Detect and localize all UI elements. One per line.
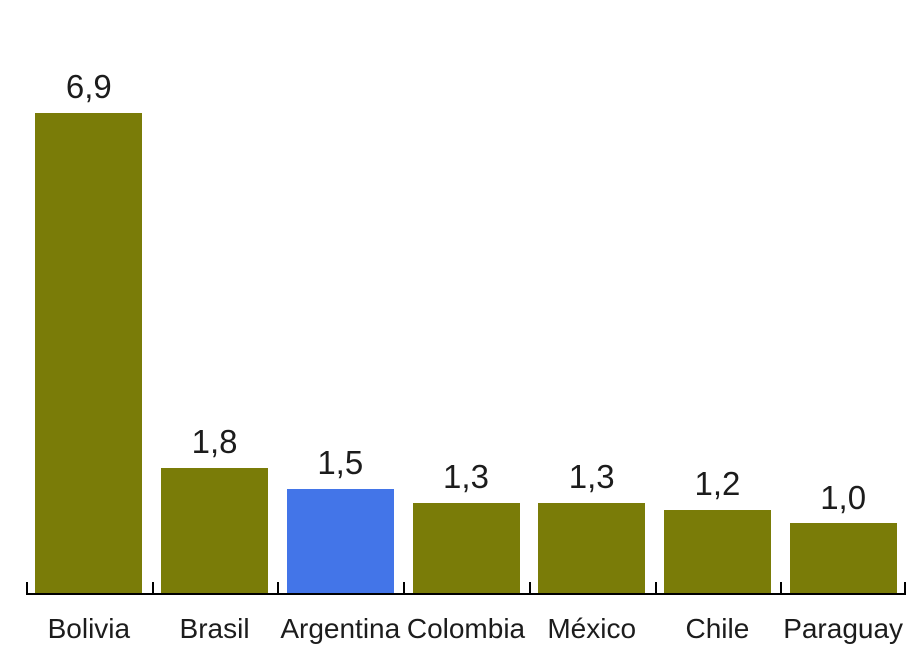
bar-brasil (161, 467, 269, 593)
x-axis-line (26, 593, 906, 595)
category-label: México (547, 613, 637, 644)
axis-tick (277, 582, 280, 593)
value-label: 1,3 (443, 457, 489, 495)
value-label: 6,9 (65, 68, 112, 106)
axis-tick (528, 582, 531, 593)
axis-tick (780, 582, 783, 593)
value-label: 1,5 (317, 443, 364, 481)
axis-tick (403, 582, 406, 593)
category-label: Argentina (280, 613, 401, 644)
value-label: 1,2 (694, 464, 741, 502)
bar-bolivia (35, 113, 143, 593)
category-label: Brasil (179, 613, 250, 644)
value-label: 1,0 (820, 478, 867, 516)
axis-tick (654, 582, 657, 593)
value-label: 1,3 (568, 457, 615, 495)
bar-colombia (412, 502, 520, 593)
bar-chile (663, 509, 771, 593)
bar-paraguay (789, 523, 897, 593)
bar-mexico (538, 502, 646, 593)
axis-tick (904, 582, 906, 593)
category-label: Chile (685, 613, 750, 644)
axis-tick (26, 582, 28, 593)
category-label: Colombia (406, 613, 526, 644)
value-label: 1,8 (191, 422, 238, 460)
category-label: Bolivia (47, 613, 131, 644)
bar-argentina (286, 488, 394, 593)
axis-tick (151, 582, 154, 593)
category-label: Paraguay (783, 613, 904, 644)
